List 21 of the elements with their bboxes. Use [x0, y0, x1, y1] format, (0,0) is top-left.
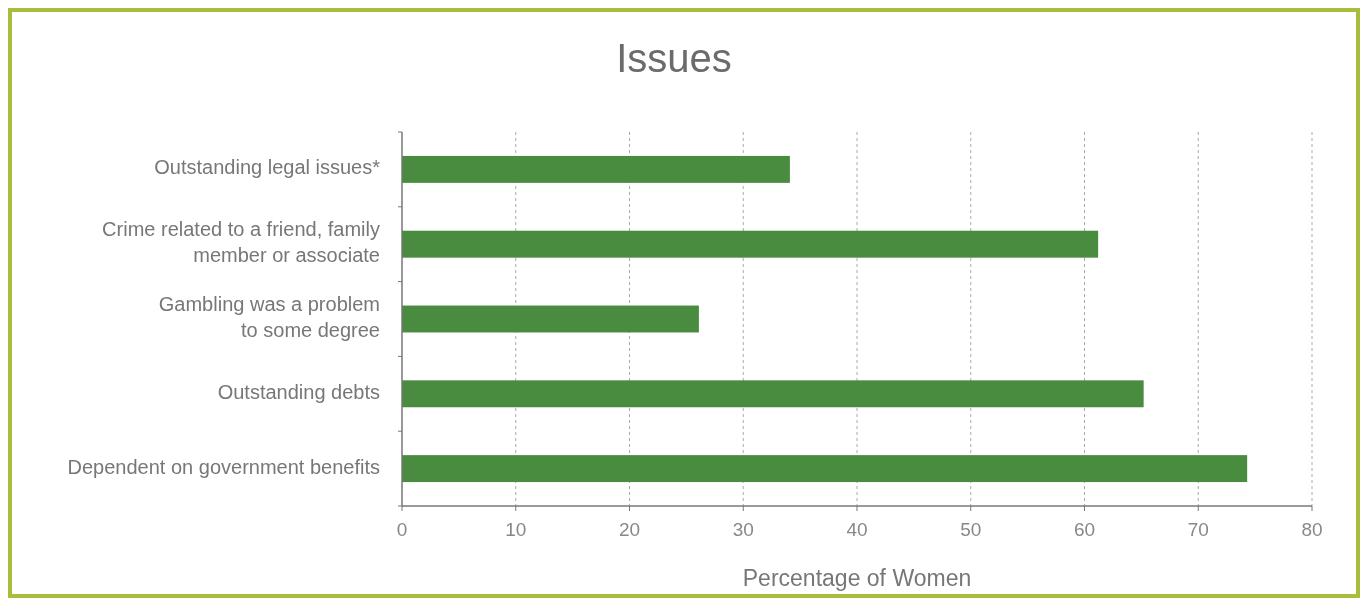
- x-tick-label: 50: [960, 519, 982, 540]
- x-tick-label: 20: [618, 519, 641, 540]
- y-tick-label: Outstanding debts: [217, 381, 380, 404]
- bar: [402, 455, 1248, 483]
- chart-title: Issues: [616, 36, 732, 80]
- x-tick-label: 70: [1187, 519, 1209, 540]
- x-axis-title: Percentage of Women: [742, 565, 972, 591]
- y-tick-label: Crime related to a friend, family member or associate: [102, 218, 380, 267]
- bar: [402, 155, 790, 183]
- bar: [402, 380, 1144, 408]
- x-tick-label: 80: [1301, 519, 1323, 540]
- x-tick-label: 60: [1073, 519, 1096, 540]
- y-tick-label: Gambling was a problem to some degree: [158, 293, 380, 342]
- bar: [402, 305, 699, 333]
- y-tick-label: Outstanding legal issues*: [154, 156, 381, 179]
- x-tick-label: 40: [846, 519, 868, 540]
- bar: [402, 230, 1099, 258]
- x-tick-label: 10: [505, 519, 527, 540]
- x-tick-label: 30: [732, 519, 754, 540]
- y-tick-label: Dependent on government benefits: [67, 455, 380, 478]
- x-tick-label: 0: [396, 519, 408, 540]
